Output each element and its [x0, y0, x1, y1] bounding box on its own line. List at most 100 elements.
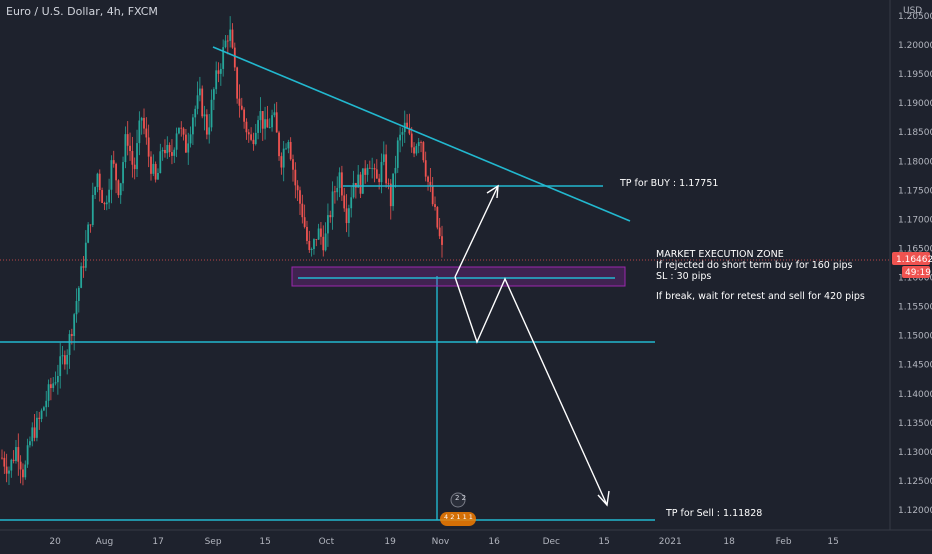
candle-body	[117, 180, 120, 196]
candle-body	[436, 207, 439, 228]
candle-body	[47, 384, 50, 401]
events-badge-top[interactable]: 2 2	[450, 492, 466, 508]
last-price-value: 1.16462	[896, 255, 932, 265]
candle-body	[61, 355, 64, 357]
candle-body	[1, 457, 3, 459]
candle-body	[308, 240, 311, 250]
events-badge-top-text: 2 2	[455, 494, 466, 502]
candle-body	[287, 141, 290, 149]
candle-body	[336, 187, 339, 193]
candle-body	[140, 117, 143, 121]
candle-body	[429, 181, 432, 187]
time-tick-label: 17	[152, 537, 163, 547]
candle-body	[250, 134, 253, 140]
candle-body	[292, 159, 294, 170]
candle-body	[238, 98, 241, 106]
candle-body	[59, 356, 62, 377]
candle-body	[8, 470, 10, 474]
price-tick-label: 1.15500	[898, 303, 932, 313]
candle-body	[373, 168, 376, 170]
candle-body	[147, 137, 150, 157]
candle-body	[343, 195, 346, 209]
candle-body	[205, 114, 208, 135]
candle-body	[54, 382, 57, 384]
zone-line-3: If break, wait for retest and sell for 4…	[656, 291, 865, 302]
candle-body	[310, 248, 313, 250]
symbol-title[interactable]: Euro / U.S. Dollar, 4h, FXCM	[6, 5, 158, 18]
descending-trendline[interactable]	[212, 46, 631, 222]
candle-body	[338, 172, 341, 188]
time-tick-label: Dec	[543, 537, 560, 547]
candle-body	[203, 114, 206, 117]
candle-body	[96, 173, 99, 188]
candle-body	[247, 132, 250, 135]
candle-body	[126, 134, 129, 146]
candle-body	[3, 457, 6, 467]
candle-body	[56, 376, 59, 383]
candle-body	[420, 142, 422, 143]
price-tick-label: 1.19500	[898, 70, 932, 80]
candle-body	[210, 99, 213, 128]
candle-body	[222, 47, 225, 69]
sell-path-arrow[interactable]	[454, 276, 610, 507]
candle-body	[299, 190, 301, 204]
candle-body	[24, 464, 27, 478]
candle-body	[124, 134, 127, 163]
events-badge-bottom[interactable]: 4 2 1 1 1	[440, 512, 476, 526]
candle-body	[89, 224, 92, 226]
candle-body	[185, 134, 187, 153]
price-axis[interactable]: 1.20500 1.20000 1.19500 1.19000 1.18500 1.180…	[898, 12, 932, 516]
candle-body	[136, 143, 138, 170]
candle-body	[152, 163, 155, 174]
candle-body	[334, 191, 336, 193]
candle-body	[303, 217, 306, 227]
candle-body	[408, 128, 411, 134]
price-tick-label: 1.20000	[898, 41, 932, 51]
candle-body	[194, 108, 197, 118]
candle-body	[224, 40, 227, 48]
candle-body	[166, 144, 169, 154]
candle-body	[159, 151, 162, 174]
candle-body	[350, 197, 353, 209]
price-tick-label: 1.17000	[898, 215, 932, 225]
zone-title: MARKET EXECUTION ZONE	[656, 249, 784, 260]
buy-arrow[interactable]	[454, 184, 499, 278]
candle-body	[327, 215, 329, 234]
candle-body	[282, 148, 285, 168]
candle-body	[5, 466, 8, 474]
candle-body	[357, 174, 360, 188]
time-tick-label: Sep	[205, 537, 222, 547]
candle-body	[331, 191, 334, 218]
candle-body	[31, 427, 34, 442]
candle-body	[105, 202, 108, 205]
tp-buy-label: TP for BUY : 1.17751	[619, 178, 718, 189]
candles-layer	[1, 16, 443, 486]
candle-body	[417, 142, 420, 147]
candle-body	[315, 239, 318, 240]
time-tick-label: Feb	[776, 537, 792, 547]
candle-body	[219, 68, 222, 74]
candle-body	[275, 112, 278, 133]
candle-body	[347, 208, 350, 224]
candle-body	[359, 174, 362, 194]
candle-body	[380, 161, 383, 183]
last-price-tag: 1.16462 49:19	[892, 252, 932, 278]
candle-body	[17, 447, 20, 462]
candle-body	[320, 228, 322, 237]
candle-body	[285, 148, 287, 150]
candle-body	[45, 400, 48, 408]
candle-body	[70, 334, 73, 336]
countdown-value: 49:19	[905, 268, 931, 278]
candle-body	[268, 127, 271, 129]
candle-body	[401, 132, 404, 135]
price-tick-label: 1.16500	[898, 244, 932, 254]
candle-body	[217, 70, 220, 74]
time-axis[interactable]: 20 Aug 17 Sep 15 Oct 19 Nov 16 Dec 15 2021 18 Feb 15	[49, 537, 838, 547]
candle-body	[434, 204, 436, 208]
candle-body	[245, 121, 248, 133]
candle-body	[240, 105, 243, 110]
candle-body	[36, 417, 38, 438]
candle-body	[413, 147, 415, 154]
